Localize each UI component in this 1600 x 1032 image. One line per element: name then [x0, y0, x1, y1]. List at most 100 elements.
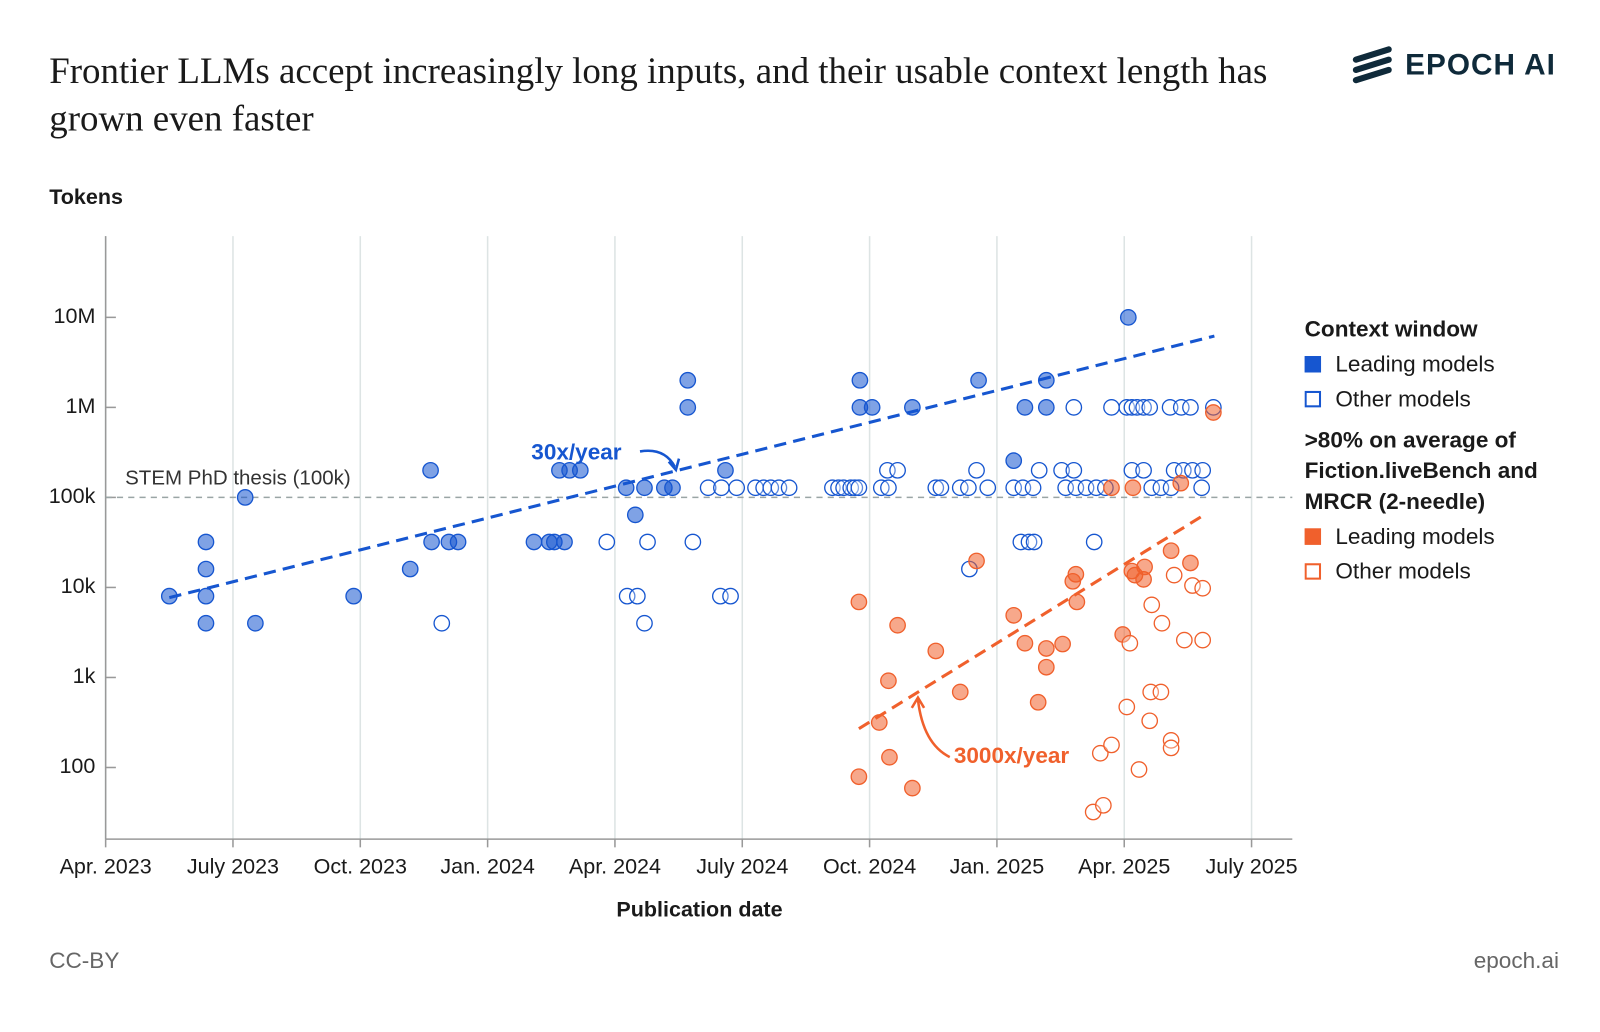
- data-point: [968, 552, 985, 570]
- axes: Apr. 2023 July 2023 Oct. 2023 Jan. 2024 Apr.…: [49, 236, 1298, 879]
- data-point: [236, 489, 254, 506]
- data-point: [197, 533, 215, 551]
- data-point: [401, 560, 419, 578]
- legend-heading: >80% on average of Fiction.liveBench and…: [1304, 426, 1538, 515]
- x-tick-label: Jan. 2024: [440, 855, 535, 879]
- y-tick-label: 100k: [49, 484, 96, 508]
- y-tick-label: 1k: [73, 664, 96, 688]
- data-point: [830, 479, 847, 497]
- legend-swatch: [1304, 563, 1322, 580]
- site: epoch.ai: [1474, 948, 1559, 973]
- x-tick-label: July 2023: [187, 855, 279, 879]
- data-point: [1162, 739, 1180, 757]
- data-point: [932, 479, 950, 497]
- data-point: [1005, 452, 1023, 470]
- annotation-arrowhead: [667, 458, 681, 473]
- data-point: [1143, 596, 1161, 614]
- data-point: [160, 587, 178, 605]
- data-point: [1175, 631, 1193, 649]
- data-point: [1037, 399, 1055, 416]
- legend-label: Other models: [1335, 558, 1471, 584]
- data-point: [571, 461, 589, 479]
- legend-label: Leading models: [1335, 350, 1495, 377]
- data-point: [850, 479, 868, 497]
- trend-label: 3000x/year: [954, 743, 1070, 768]
- legend-label: Other models: [1335, 385, 1471, 412]
- y-tick-label: 10M: [54, 304, 96, 328]
- data-point: [1141, 712, 1159, 730]
- data-point: [628, 587, 646, 605]
- trend-label: 30x/year: [531, 439, 622, 464]
- data-point: [636, 479, 653, 497]
- logo: EPOCH AI: [1352, 46, 1555, 84]
- license: CC-BY: [49, 948, 119, 973]
- x-tick-label: Jan. 2025: [950, 855, 1045, 879]
- data-point: [1194, 579, 1212, 597]
- data-point: [927, 479, 945, 497]
- data-point: [1103, 736, 1120, 754]
- data-point: [713, 479, 730, 497]
- data-point: [1205, 404, 1222, 421]
- data-point: [1029, 693, 1047, 711]
- x-axis-label: Publication date: [616, 898, 782, 922]
- data-point: [639, 533, 656, 551]
- data-point: [1123, 461, 1141, 479]
- data-point: [1194, 461, 1212, 479]
- legend-item: Leading models: [1304, 349, 1592, 380]
- legend-swatch: [1304, 356, 1322, 373]
- data-point: [904, 779, 921, 797]
- legend-swatch: [1304, 528, 1322, 545]
- grid: [104, 236, 1253, 840]
- data-point: [247, 614, 264, 632]
- data-point: [1172, 474, 1190, 492]
- data-point: [1165, 566, 1183, 584]
- data-point: [968, 461, 985, 479]
- data-point: [1068, 593, 1086, 611]
- data-point: [699, 479, 717, 497]
- data-point: [1024, 479, 1042, 497]
- legend-swatch: [1304, 390, 1322, 408]
- data-point: [851, 371, 869, 389]
- data-point: [197, 614, 215, 632]
- data-point: [1123, 399, 1141, 416]
- data-point: [728, 479, 746, 497]
- data-point: [1037, 658, 1055, 676]
- data-point: [1005, 479, 1023, 497]
- data-point: [1067, 565, 1085, 583]
- y-tick-label: 10k: [61, 574, 96, 598]
- data-point: [927, 642, 945, 660]
- data-point: [889, 461, 906, 479]
- x-tick-label: Apr. 2024: [569, 855, 661, 879]
- y-tick-label: 100: [59, 754, 95, 778]
- data-point: [1053, 461, 1070, 479]
- data-point: [970, 371, 987, 389]
- data-point: [197, 587, 215, 605]
- data-point: [423, 533, 440, 551]
- data-point: [1184, 577, 1201, 594]
- y-axis-label: Tokens: [49, 185, 123, 209]
- data-point: [979, 479, 997, 497]
- annotation-arrowhead: [910, 695, 926, 709]
- data-point: [1119, 309, 1137, 326]
- y-tick-label: 1M: [65, 394, 95, 418]
- data-point: [679, 399, 697, 416]
- x-tick-label: Oct. 2024: [823, 855, 916, 879]
- data-point: [1020, 533, 1038, 551]
- data-point: [1182, 399, 1199, 416]
- data-point: [880, 672, 897, 690]
- annotation-arrow: [916, 699, 951, 759]
- data-point: [1005, 606, 1023, 624]
- data-point: [626, 506, 644, 524]
- data-point: [1193, 479, 1211, 497]
- data-point: [904, 399, 921, 416]
- data-point: [1162, 542, 1180, 560]
- title-box: Frontier LLMs accept increasingly long i…: [49, 50, 1267, 138]
- data-point: [1194, 631, 1212, 649]
- data-point: [1124, 479, 1142, 497]
- data-point: [863, 399, 881, 416]
- data-point: [1094, 796, 1112, 814]
- x-tick-label: Apr. 2025: [1078, 855, 1170, 879]
- data-point: [433, 614, 451, 632]
